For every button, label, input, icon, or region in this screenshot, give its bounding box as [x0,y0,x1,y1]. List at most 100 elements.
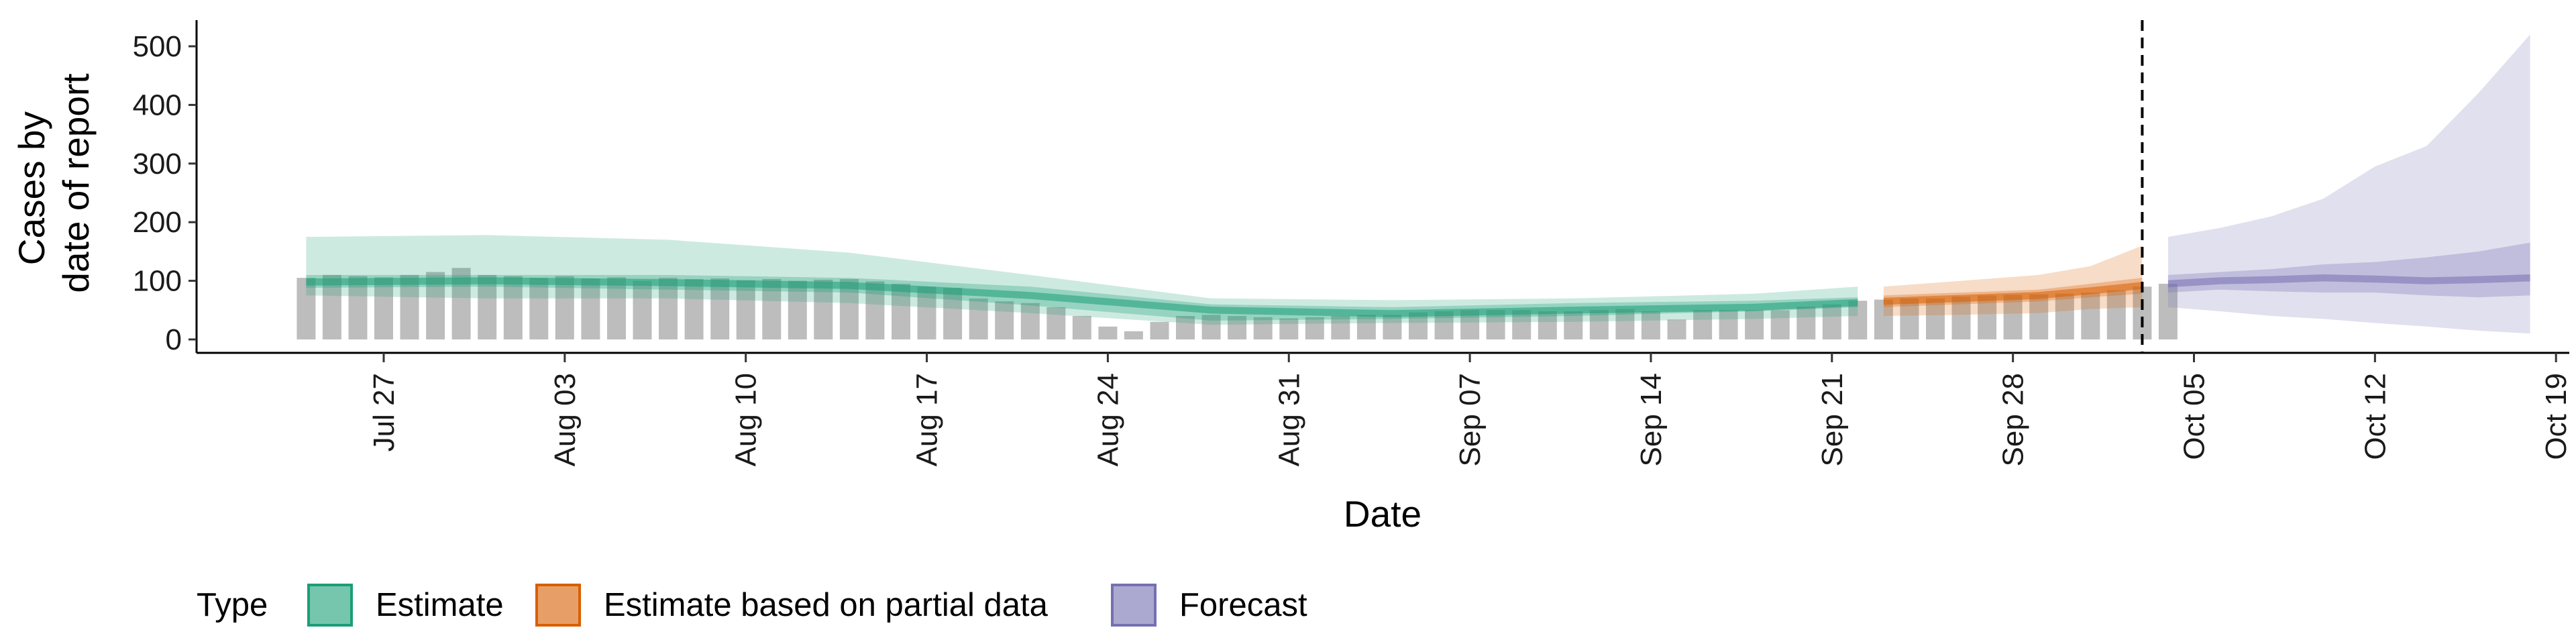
y-tick-label: 300 [133,148,182,180]
case-bar [1926,298,1945,339]
legend-label: Estimate based on partial data [604,587,1049,623]
y-axis-title-line-1: Cases by [11,111,52,266]
estimate-ribbon-90 [306,235,1858,325]
case-bar [1305,317,1324,339]
x-tick-label: Oct 05 [2178,373,2211,460]
case-bar [2081,292,2100,339]
case-bar [2055,293,2074,339]
case-bar [1589,310,1609,339]
case-bar [348,276,368,339]
y-tick-label: 400 [133,89,182,121]
case-bar [1046,307,1066,339]
case-bar [1150,321,1169,339]
case-bar [1564,311,1583,339]
case-bar [1279,318,1299,339]
case-bar [555,276,574,339]
case-bar [581,278,600,339]
case-bar [1693,310,1713,339]
legend-title: Type [197,587,268,623]
ticks: 0 100 200 300 400 500 Jul 27 Aug 03 Aug 10 Aug 17… [133,30,2573,466]
estimate-median-band [306,277,1858,317]
legend-label: Estimate [376,587,504,623]
case-bar [1383,315,1402,339]
case-bar [1409,312,1428,339]
case-bar [1228,316,1247,339]
axes [195,20,2569,354]
case-bar [1072,316,1091,339]
x-axis-title: Date [1344,493,1421,535]
case-bar [1770,310,1790,339]
case-bar [322,274,341,339]
x-tick-label: Oct 12 [2359,373,2392,460]
legend-swatch [1111,584,1157,627]
case-bar [1900,298,1919,339]
case-bar [969,298,988,339]
x-tick-label: Sep 14 [1635,373,1668,466]
case-bar [478,274,497,339]
case-bar [1356,315,1376,339]
case-bar [917,286,936,339]
case-bar [1667,319,1686,339]
case-bar [2133,286,2152,339]
case-bar [1538,311,1557,339]
legend-swatch [307,584,353,627]
partial-median-band [1883,282,2143,305]
x-tick-label: Aug 03 [549,373,582,466]
x-tick-label: Jul 27 [368,373,400,451]
case-bar [1615,309,1635,339]
y-axis-title-line-2: date of report [55,73,97,292]
case-bar [865,281,885,339]
legend: Type Estimate Estimate based on partial d… [197,584,1307,627]
case-bar [995,301,1014,339]
case-bar [892,284,910,339]
case-bar [2158,284,2178,339]
case-bar [814,279,833,339]
case-bar [529,278,549,339]
y-tick-label: 200 [133,206,182,239]
case-bar [1848,301,1868,339]
case-bar [1874,299,1893,339]
case-bar [2003,294,2023,339]
case-bar [1978,295,1997,339]
x-tick-label: Aug 31 [1273,373,1305,466]
x-tick-label: Sep 07 [1454,373,1487,466]
case-bar [1253,317,1273,339]
case-bar [374,277,393,339]
case-bar [633,280,652,339]
plot-area [297,20,2530,353]
case-bar [736,280,755,339]
legend-swatch [535,584,581,627]
case-bar [1176,316,1195,339]
y-tick-label: 0 [166,323,182,356]
case-bar [2106,290,2126,339]
y-tick-label: 500 [133,30,182,63]
case-bar [1098,326,1118,339]
x-tick-label: Aug 24 [1091,373,1124,466]
case-bar [1745,310,1764,339]
case-bar [1512,310,1532,339]
case-bar [1124,331,1143,339]
case-bar [659,278,678,339]
x-tick-label: Sep 28 [1997,373,2030,466]
x-tick-label: Sep 21 [1816,373,1849,466]
case-bar [762,279,782,339]
case-bar [1719,310,1738,339]
y-axis-title: Cases by date of report [11,73,97,292]
case-bar [1020,303,1040,339]
case-bar [684,279,704,339]
x-tick-label: Oct 19 [2540,373,2573,460]
case-bar [788,280,807,339]
case-bar [1201,315,1221,339]
case-bar [943,288,963,339]
forecast-ribbon-90 [2167,34,2530,334]
x-tick-label: Aug 10 [730,373,763,466]
case-bar [1641,311,1660,339]
case-bar [710,278,730,339]
case-bar [1331,316,1350,339]
y-tick-label: 100 [133,265,182,298]
case-bar [503,276,523,339]
case-bar [1951,297,1971,339]
case-bar [607,277,626,339]
case-bar [297,278,316,339]
